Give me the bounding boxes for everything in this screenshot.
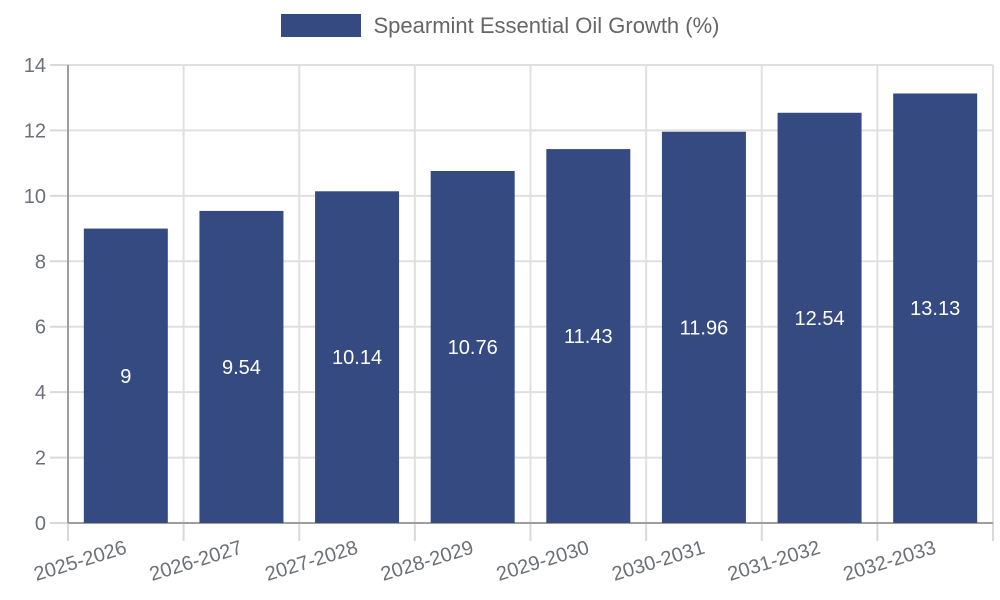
bar-value-label: 12.54 xyxy=(795,308,845,330)
y-tick-label: 4 xyxy=(35,382,46,404)
x-tick-label: 2032-2033 xyxy=(841,537,939,586)
y-tick-label: 10 xyxy=(24,186,46,208)
x-tick-label: 2027-2028 xyxy=(263,537,361,586)
bar[interactable] xyxy=(546,149,631,523)
bar[interactable] xyxy=(661,131,746,524)
bar[interactable] xyxy=(199,210,284,524)
y-tick-label: 8 xyxy=(35,251,46,273)
y-tick-label: 2 xyxy=(35,448,46,470)
bar-value-label: 11.43 xyxy=(564,326,613,348)
bar-value-label: 10.14 xyxy=(332,347,382,369)
legend-swatch xyxy=(280,14,361,37)
x-tick-label: 2025-2026 xyxy=(31,537,129,586)
legend-item[interactable]: Spearmint Essential Oil Growth (%) xyxy=(0,14,1000,37)
bar[interactable] xyxy=(83,228,168,524)
bar[interactable] xyxy=(777,112,862,524)
x-tick-label: 2028-2029 xyxy=(378,537,476,586)
legend-label: Spearmint Essential Oil Growth (%) xyxy=(373,12,720,38)
y-tick-label: 12 xyxy=(24,120,46,142)
bar-value-label: 9 xyxy=(120,366,131,388)
x-tick-label: 2030-2031 xyxy=(609,537,707,586)
bar-value-label: 10.76 xyxy=(448,337,498,359)
bar[interactable] xyxy=(893,93,978,523)
x-tick-label: 2026-2027 xyxy=(147,537,245,586)
y-tick-label: 6 xyxy=(35,317,46,339)
bar-value-label: 13.13 xyxy=(910,298,960,320)
y-tick-label: 14 xyxy=(24,55,46,77)
bar-value-label: 9.54 xyxy=(222,357,261,379)
y-tick-label: 0 xyxy=(35,513,46,535)
bar[interactable] xyxy=(315,191,400,523)
x-tick-label: 2029-2030 xyxy=(494,537,592,586)
bar[interactable] xyxy=(430,170,515,523)
bar-value-label: 11.96 xyxy=(680,317,729,339)
x-tick-label: 2031-2032 xyxy=(725,537,823,586)
